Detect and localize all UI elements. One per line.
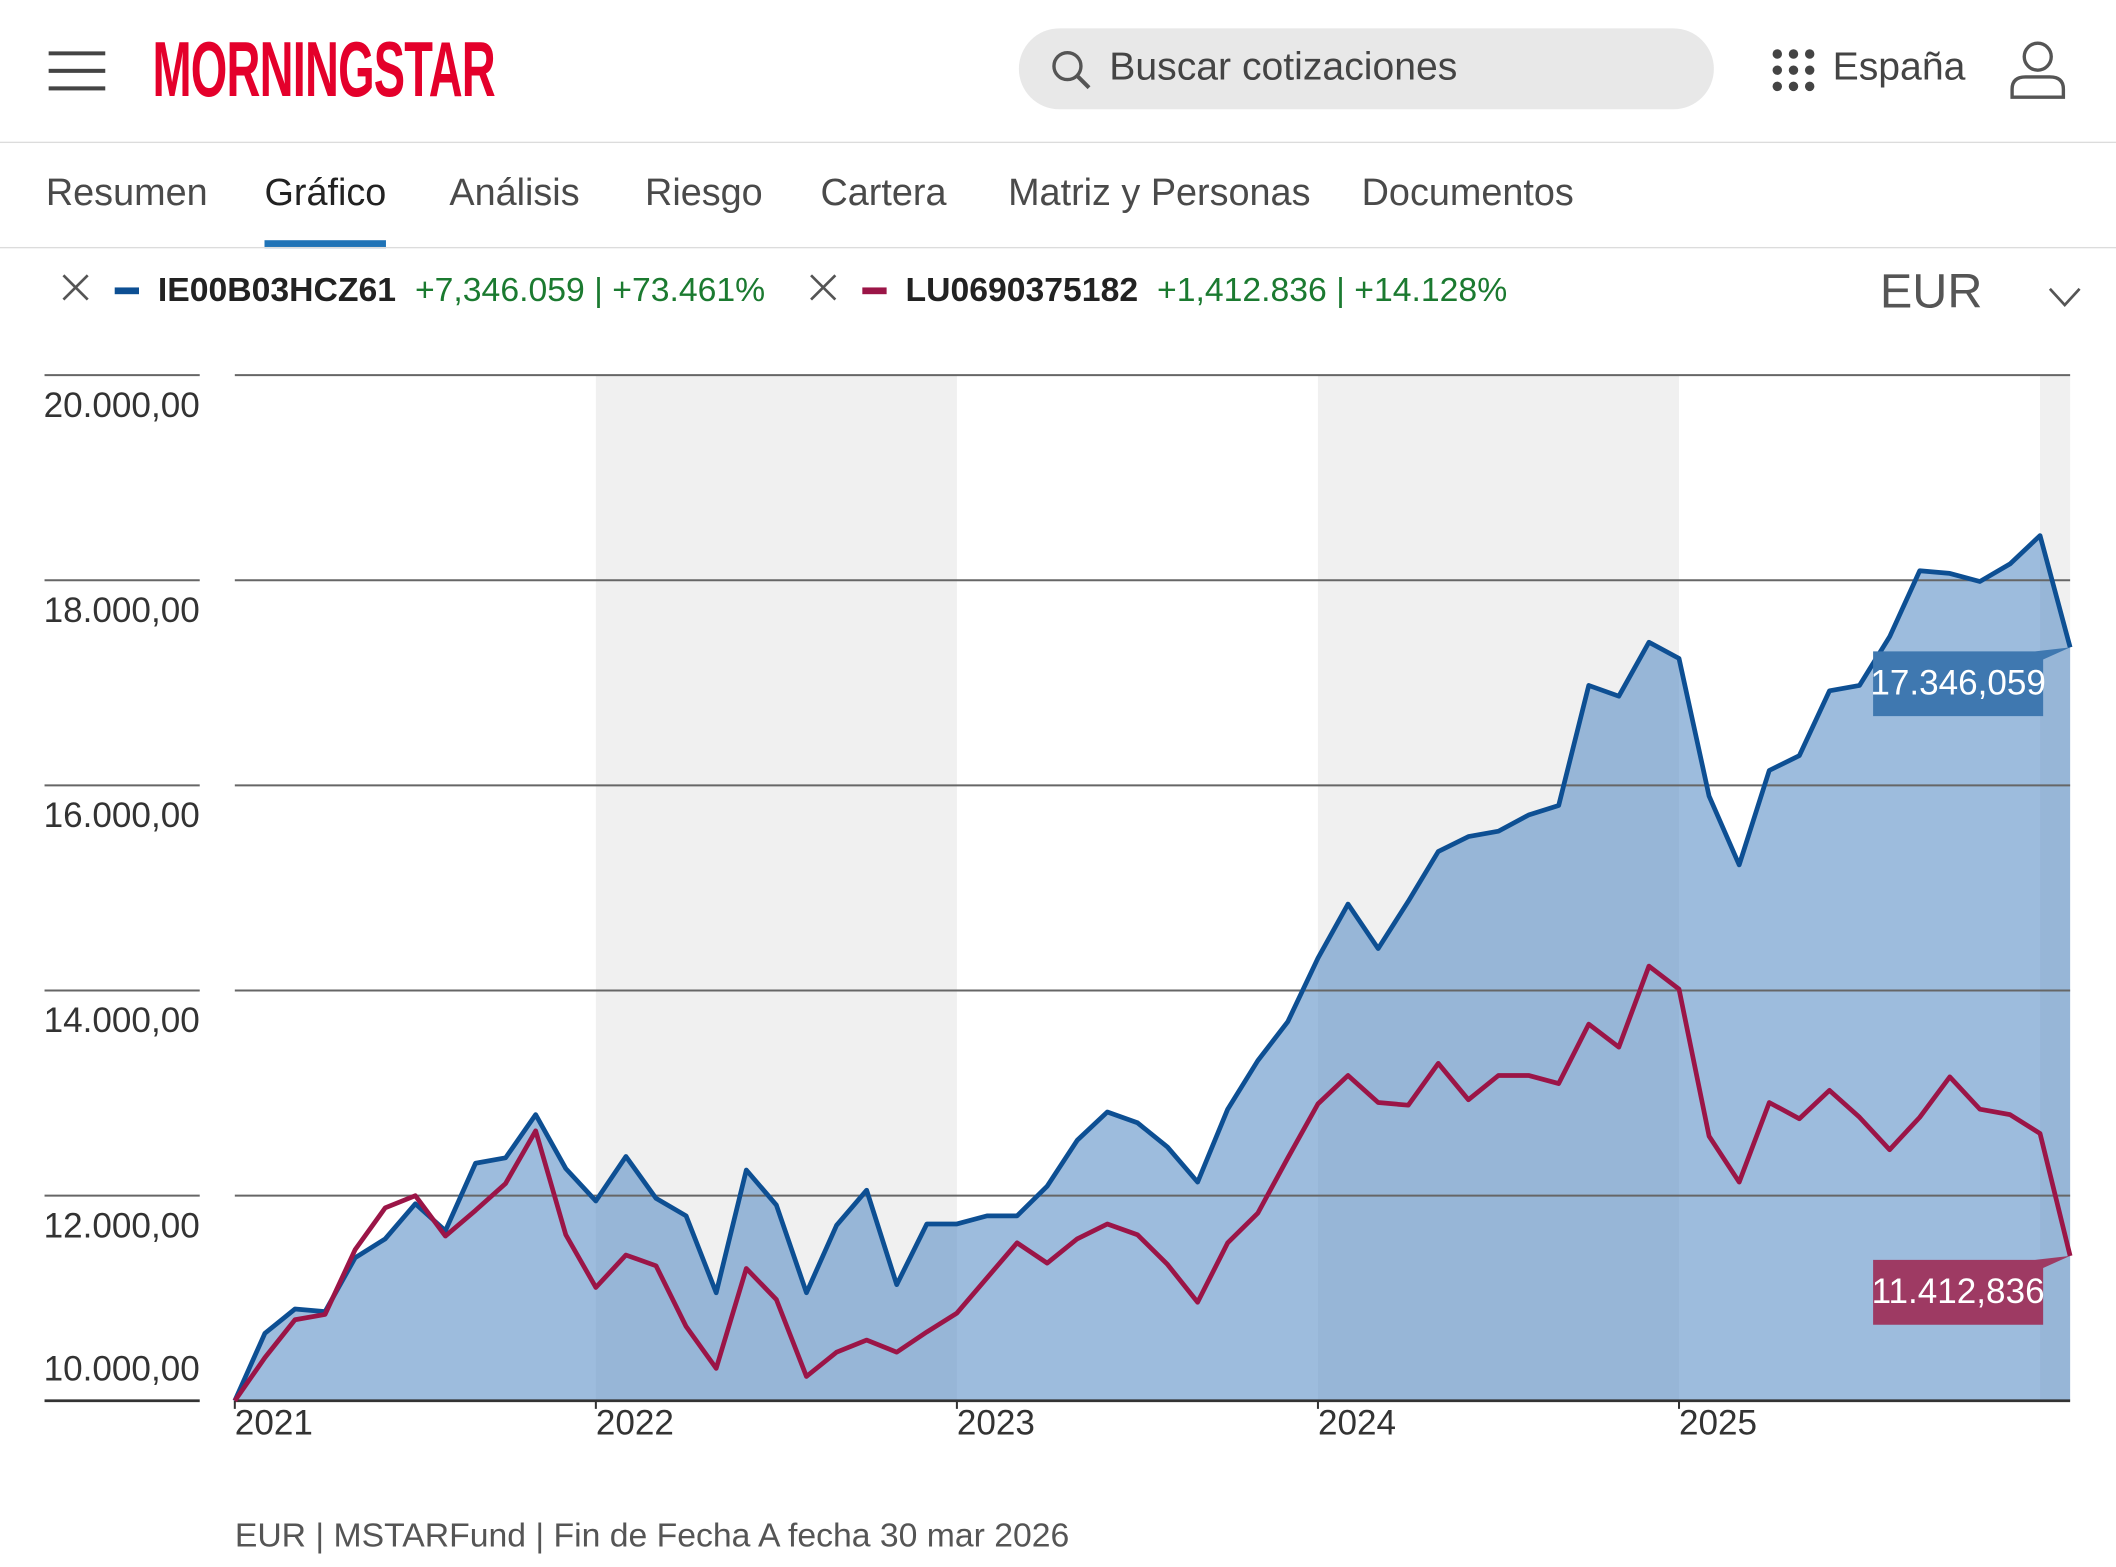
legend-swatch	[862, 286, 887, 294]
y-tick-label: 12.000,00	[44, 1206, 200, 1245]
area-fill	[234, 535, 2071, 1401]
apps-icon[interactable]	[1772, 49, 1818, 95]
y-tick-label: 10.000,00	[44, 1349, 200, 1388]
remove-series-button[interactable]	[808, 267, 838, 313]
series-line	[232, 533, 2073, 1402]
legend-name: IE00B03HCZ61	[157, 270, 397, 309]
tab[interactable]: Documentos	[1361, 171, 1574, 214]
remove-series-button[interactable]	[61, 267, 91, 313]
series-line	[232, 963, 2073, 1403]
currency-select[interactable]: EUR	[1880, 263, 2082, 320]
legend-change: +1,412.836 | +14.128%	[1157, 270, 1508, 309]
logo[interactable]: MORNINGSTAR	[152, 25, 495, 114]
y-tick-label: 18.000,00	[44, 591, 200, 630]
y-tick-label: 20.000,00	[44, 386, 200, 425]
legend-name: LU0690375182	[905, 270, 1139, 309]
currency: EUR	[1879, 263, 1983, 319]
close-icon	[810, 274, 837, 301]
tab[interactable]: Análisis	[449, 171, 580, 214]
active-tab-indicator	[264, 240, 386, 249]
chevron	[2048, 287, 2081, 307]
end-label: 17.346,059	[1870, 663, 2046, 702]
search-box[interactable]: Buscar cotizaciones	[1018, 28, 1714, 110]
footer-note: EUR | MSTARFund | Fin de Fecha A fecha 3…	[234, 1516, 1070, 1555]
tab[interactable]: Gráfico	[264, 171, 387, 214]
tab[interactable]: Cartera	[820, 171, 947, 214]
end-label-box	[1873, 1255, 2071, 1325]
end-label: 11.412,836	[1872, 1272, 2045, 1311]
x-tick-label: 2022	[596, 1403, 674, 1442]
x-tick-label: 2025	[1679, 1403, 1757, 1442]
search-placeholder: Buscar cotizaciones	[1109, 45, 1458, 90]
region[interactable]: España	[1832, 45, 1966, 90]
legend-change: +7,346.059 | +73.461%	[414, 270, 766, 309]
search-icon	[1052, 50, 1091, 90]
menu-button[interactable]	[48, 51, 108, 91]
user-icon[interactable]	[2008, 40, 2067, 99]
tab[interactable]: Matriz y Personas	[1008, 171, 1311, 214]
x-tick-label: 2023	[957, 1403, 1035, 1442]
legend-swatch	[114, 286, 139, 294]
legend: IE00B03HCZ61 +7,346.059 | +73.461% LU06903…	[61, 267, 1532, 313]
close-icon	[62, 274, 89, 301]
divider	[0, 246, 2116, 249]
y-tick-label: 16.000,00	[44, 796, 200, 835]
y-tick-label: 14.000,00	[44, 1001, 200, 1040]
x-tick-label: 2024	[1318, 1403, 1396, 1442]
divider	[0, 141, 2116, 144]
end-label-box	[1873, 647, 2071, 717]
tab[interactable]: Riesgo	[645, 171, 763, 214]
x-tick-label: 2021	[235, 1403, 313, 1442]
tab[interactable]: Resumen	[45, 171, 208, 214]
